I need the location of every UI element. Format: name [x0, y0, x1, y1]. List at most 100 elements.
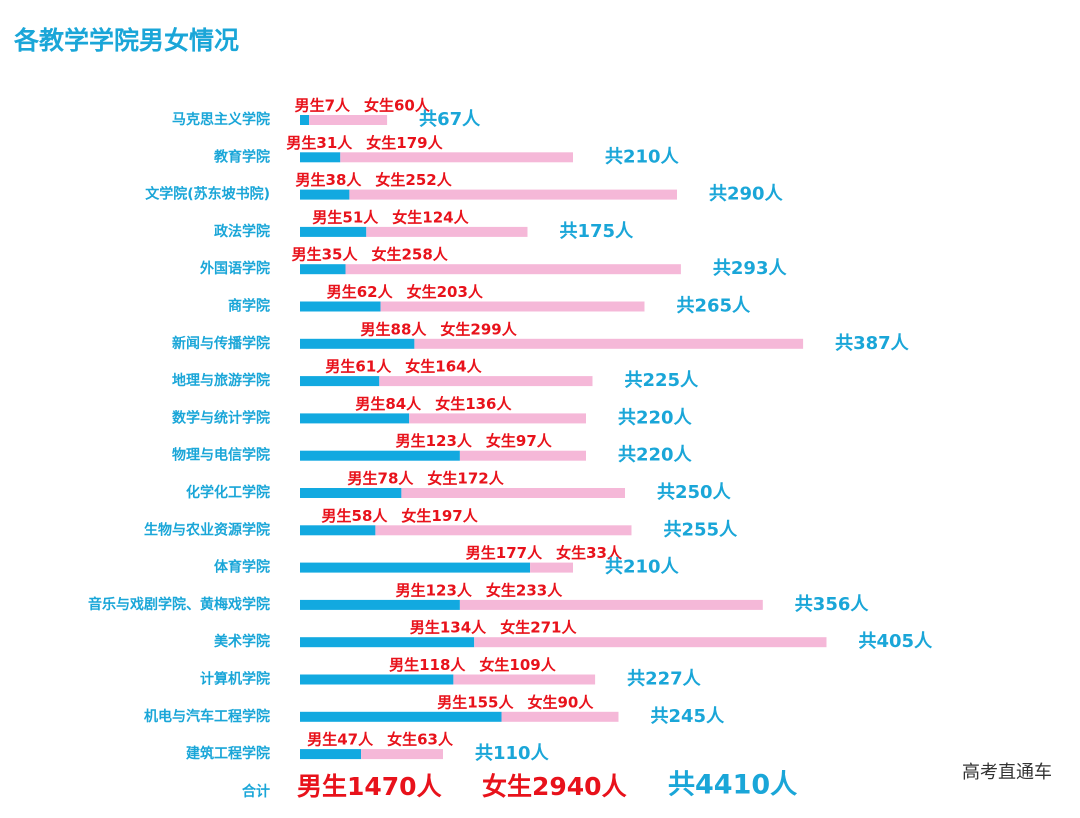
total-label: 共67人 [419, 109, 481, 130]
value-label: 男生35人 [292, 246, 359, 264]
value-label: 男生177人 [466, 544, 543, 562]
value-label: 女生136人 [435, 395, 512, 413]
bar-segment [300, 376, 380, 387]
bar-segment [401, 488, 625, 498]
summary-label: 合计 [242, 783, 270, 800]
total-label: 共210人 [605, 146, 680, 167]
value-label: 男生51人 [312, 208, 379, 226]
total-label: 共405人 [859, 631, 934, 652]
bar-segment [300, 264, 346, 275]
value-label: 男生47人 [307, 731, 374, 749]
category-label: 计算机学院 [200, 671, 270, 688]
value-label: 男生58人 [322, 507, 389, 525]
value-label: 男生31人 [286, 134, 353, 152]
bar-segment [300, 749, 362, 760]
category-label: 外国语学院 [200, 260, 270, 277]
total-label: 共387人 [835, 333, 910, 354]
bar-segment [366, 226, 528, 237]
value-label: 女生33人 [556, 544, 623, 562]
value-label: 男生118人 [389, 656, 466, 674]
value-label: 男生38人 [296, 171, 363, 189]
value-label: 女生271人 [500, 619, 577, 637]
category-label: 化学化工学院 [186, 484, 270, 501]
bar-segment [530, 562, 573, 573]
bar-segment [300, 301, 381, 312]
value-label: 女生60人 [364, 97, 431, 115]
total-label: 共356人 [795, 594, 870, 615]
category-label: 新闻与传播学院 [172, 335, 270, 352]
value-label: 女生172人 [427, 470, 504, 488]
total-label: 共175人 [560, 221, 635, 242]
total-label: 共227人 [627, 669, 702, 690]
value-label: 女生97人 [486, 432, 553, 450]
category-label: 教育学院 [214, 148, 270, 165]
category-label: 音乐与戏剧学院、黄梅戏学院 [88, 596, 270, 613]
bar-segment [300, 450, 460, 461]
summary-female: 女生2940人 [482, 772, 627, 801]
value-label: 男生61人 [325, 358, 392, 376]
bar-segment [501, 711, 619, 722]
total-label: 共220人 [618, 407, 693, 428]
chart-title: 各教学学院男女情况 [13, 26, 239, 55]
value-label: 男生88人 [361, 320, 428, 338]
bar-segment [300, 562, 531, 573]
total-label: 共255人 [664, 519, 739, 540]
value-label: 女生258人 [372, 246, 449, 264]
value-label: 女生299人 [440, 320, 517, 338]
total-label: 共265人 [677, 296, 752, 317]
total-label: 共210人 [605, 557, 680, 578]
bar-segment [300, 115, 310, 125]
bar-segment [300, 637, 475, 648]
category-label: 建筑工程学院 [186, 745, 270, 762]
category-label: 文学院(苏东坡书院) [145, 186, 270, 203]
bar-segment [414, 338, 804, 349]
category-label: 商学院 [228, 298, 270, 315]
bar-segment [459, 599, 763, 610]
bar-segment [309, 115, 388, 125]
category-label: 美术学院 [214, 633, 270, 650]
bar-segment [409, 413, 586, 424]
bar-segment [474, 637, 827, 648]
bar-segment [379, 376, 593, 387]
category-label: 生物与农业资源学院 [144, 521, 270, 538]
value-label: 男生62人 [327, 283, 394, 301]
value-label: 男生84人 [355, 395, 422, 413]
total-label: 共220人 [618, 445, 693, 466]
value-label: 女生63人 [387, 731, 454, 749]
value-label: 女生197人 [401, 507, 478, 525]
value-label: 男生78人 [348, 470, 415, 488]
category-label: 数学与统计学院 [172, 409, 270, 426]
summary-male: 男生1470人 [297, 772, 442, 801]
value-label: 男生7人 [295, 97, 351, 115]
value-label: 女生179人 [366, 134, 443, 152]
watermark: 高考直通车 [962, 762, 1052, 783]
bar-segment [300, 226, 367, 237]
category-label: 政法学院 [214, 223, 270, 240]
category-label: 马克思主义学院 [172, 111, 270, 128]
value-label: 男生123人 [396, 581, 473, 599]
bar-segment [349, 189, 677, 200]
bar-segment [380, 301, 645, 312]
value-label: 女生90人 [528, 693, 595, 711]
bar-segment [300, 599, 460, 610]
bar-segment [300, 338, 415, 349]
bar-segment [300, 711, 502, 722]
bar-segment [300, 488, 402, 498]
bar-segment [361, 749, 443, 760]
bar-segment [459, 450, 586, 461]
value-label: 男生134人 [410, 619, 487, 637]
value-label: 女生109人 [479, 656, 556, 674]
value-label: 女生203人 [407, 283, 484, 301]
total-label: 共245人 [651, 706, 726, 727]
value-label: 男生155人 [437, 693, 514, 711]
value-label: 女生252人 [375, 171, 452, 189]
bar-segment [300, 189, 350, 200]
bar-segment [375, 525, 632, 536]
summary-total: 共4410人 [668, 770, 797, 801]
value-label: 女生124人 [392, 208, 469, 226]
total-label: 共225人 [625, 370, 700, 391]
category-label: 机电与汽车工程学院 [144, 708, 270, 725]
bar-segment [300, 152, 341, 163]
total-label: 共250人 [657, 482, 732, 503]
